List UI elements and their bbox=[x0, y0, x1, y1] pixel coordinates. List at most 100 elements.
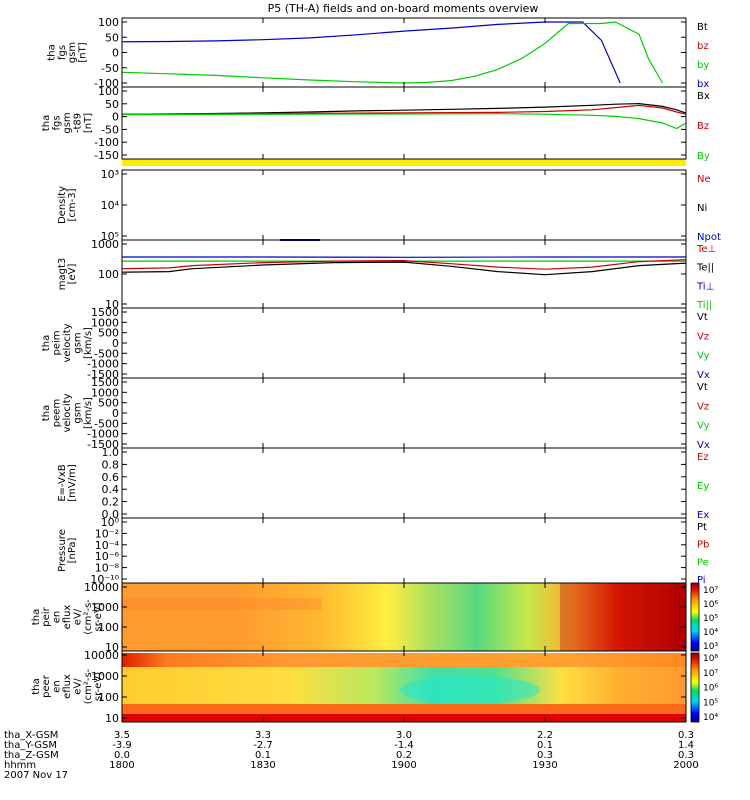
colorbar-label: 10⁵ bbox=[703, 698, 718, 708]
legend-by: by bbox=[697, 60, 709, 71]
y-tick-label: -1500 bbox=[87, 438, 119, 451]
y-tick-label: 1000 bbox=[91, 316, 119, 329]
legend-vy: Vy bbox=[697, 351, 710, 362]
series-Te⊥ bbox=[121, 259, 687, 270]
y-tick-label: 0 bbox=[112, 337, 119, 350]
y-axis-label-line: gsm bbox=[62, 112, 73, 133]
colorbar-label: 10⁶ bbox=[703, 684, 718, 694]
ion-colorbar bbox=[690, 582, 700, 652]
y-tick-label: 100 bbox=[98, 16, 119, 29]
xrow-label-x: tha_X-GSM bbox=[4, 730, 58, 741]
y-axis-label: thapeerenefluxeV/(cm²-s-sr-eV) bbox=[31, 668, 104, 704]
legend-pb: Pb bbox=[697, 540, 709, 551]
y-tick-label: 500 bbox=[98, 327, 119, 340]
x-axis-value: 1830 bbox=[250, 760, 275, 771]
legend-npot: Npot bbox=[697, 232, 721, 243]
date-label: 2007 Nov 17 bbox=[4, 770, 68, 781]
y-axis-label-line: [eV] bbox=[67, 264, 78, 285]
y-tick-label: 1500 bbox=[91, 376, 119, 389]
x-axis-value: -2.7 bbox=[253, 740, 273, 751]
y-axis-label-line: velocity bbox=[62, 393, 73, 432]
y-axis-label-line: Density bbox=[57, 186, 68, 224]
y-tick-label: -100 bbox=[94, 77, 119, 90]
y-axis-label-line: -t89 bbox=[72, 113, 83, 133]
x-axis-value: 1800 bbox=[109, 760, 134, 771]
y-tick-label: 0 bbox=[112, 111, 119, 124]
data-flag-band bbox=[122, 159, 686, 166]
legend-bx: bx bbox=[697, 79, 709, 90]
y-axis-label-line: fgs bbox=[57, 45, 68, 60]
x-axis-value: 3.0 bbox=[396, 730, 412, 741]
y-axis-label: thapeimvelocitygsm[km/s] bbox=[41, 323, 94, 362]
xrow-label-y: tha_Y-GSM bbox=[4, 740, 57, 751]
y-axis-label-line: peer bbox=[41, 674, 52, 698]
y-tick-label: -50 bbox=[101, 62, 119, 75]
y-axis-label-line: [nT] bbox=[78, 42, 89, 62]
legend-bz: bz bbox=[697, 41, 709, 52]
y-tick-label: 10⁻⁸ bbox=[95, 562, 120, 575]
y-tick-label: 100 bbox=[98, 621, 119, 634]
series-Te|| bbox=[121, 261, 687, 276]
y-axis-label-line: magt3 bbox=[57, 258, 68, 291]
y-axis-label-line: en bbox=[52, 680, 63, 693]
y-tick-label: 10⁻⁴ bbox=[95, 539, 120, 552]
y-tick-label: 1.0 bbox=[102, 446, 120, 459]
y-axis-label-line: en bbox=[52, 611, 63, 624]
y-axis-label: thafgsgsm[nT] bbox=[46, 42, 88, 63]
y-axis-label-line: tha bbox=[31, 609, 42, 625]
y-axis-label-line: [mV/m] bbox=[67, 464, 78, 502]
y-axis-label-line: velocity bbox=[62, 323, 73, 362]
y-tick-label: 100 bbox=[98, 268, 119, 281]
legend-bt: Bt bbox=[697, 22, 708, 33]
legend-ni: Ni bbox=[697, 203, 707, 214]
x-axis-value: 2000 bbox=[673, 760, 698, 771]
legend-ti⊥: Ti⊥ bbox=[696, 281, 714, 292]
y-axis-label-line: (cm²-s- bbox=[83, 668, 94, 704]
series-Bz bbox=[121, 104, 687, 115]
y-axis-label: Density[cm-3] bbox=[57, 186, 78, 224]
y-tick-label: 1000 bbox=[91, 386, 119, 399]
y-axis-label: Pressure[nPa] bbox=[57, 529, 78, 572]
y-axis-label-line: [nT] bbox=[83, 113, 94, 133]
y-axis-label-line: E=-VxB bbox=[57, 464, 68, 501]
y-tick-label: -50 bbox=[101, 123, 119, 136]
panel-frame bbox=[121, 239, 687, 309]
y-axis-label-line: sr-eV) bbox=[93, 672, 104, 701]
legend-vz: Vz bbox=[697, 331, 709, 342]
panel-frame bbox=[121, 307, 687, 379]
y-axis-label: thapeirenefluxeV/(cm²-s-sr-eV) bbox=[31, 599, 104, 635]
panel-3: 10³ 10⁴ 10⁵ Density[cm-3] Ne Ni Npot bbox=[57, 168, 721, 243]
x-axis-value: 0.1 bbox=[537, 740, 553, 751]
y-axis-label-line: [km/s] bbox=[83, 327, 94, 359]
y-axis-label-line: gsm bbox=[72, 332, 83, 353]
y-tick-label: -500 bbox=[94, 347, 119, 360]
series-by bbox=[121, 21, 664, 84]
data-lines bbox=[121, 21, 687, 276]
y-tick-label: -100 bbox=[94, 136, 119, 149]
y-tick-label: -1000 bbox=[87, 358, 119, 371]
x-axis-rows: tha_X-GSM tha_Y-GSM tha_Z-GSM hhmm 2007 … bbox=[4, 730, 68, 781]
panel-4: 1000 100 10 magt3[eV] Te⊥ Te|| Ti⊥ Ti|| bbox=[57, 238, 716, 311]
legend-bz: Bz bbox=[697, 121, 709, 132]
colorbar-label: 10³ bbox=[703, 642, 718, 652]
x-axis-value: -1.4 bbox=[394, 740, 414, 751]
y-tick-label: -1500 bbox=[87, 368, 119, 381]
x-axis-value: 0.0 bbox=[114, 750, 130, 761]
series-By bbox=[121, 113, 687, 130]
y-axis-label-line: gsm bbox=[67, 42, 78, 63]
x-axis-value: 0.3 bbox=[678, 730, 694, 741]
x-axis-value: 3.3 bbox=[255, 730, 271, 741]
panel-frame bbox=[121, 17, 687, 88]
electron-spectrogram bbox=[122, 653, 686, 722]
panel-frame bbox=[121, 377, 687, 449]
x-axis-value: 1.4 bbox=[678, 740, 694, 751]
y-tick-label: 0.2 bbox=[102, 496, 120, 509]
x-axis-value: 0.2 bbox=[396, 750, 412, 761]
y-tick-label: -1000 bbox=[87, 428, 119, 441]
y-axis-label-line: sr-eV) bbox=[93, 602, 104, 631]
y-axis-label: magt3[eV] bbox=[57, 258, 78, 291]
